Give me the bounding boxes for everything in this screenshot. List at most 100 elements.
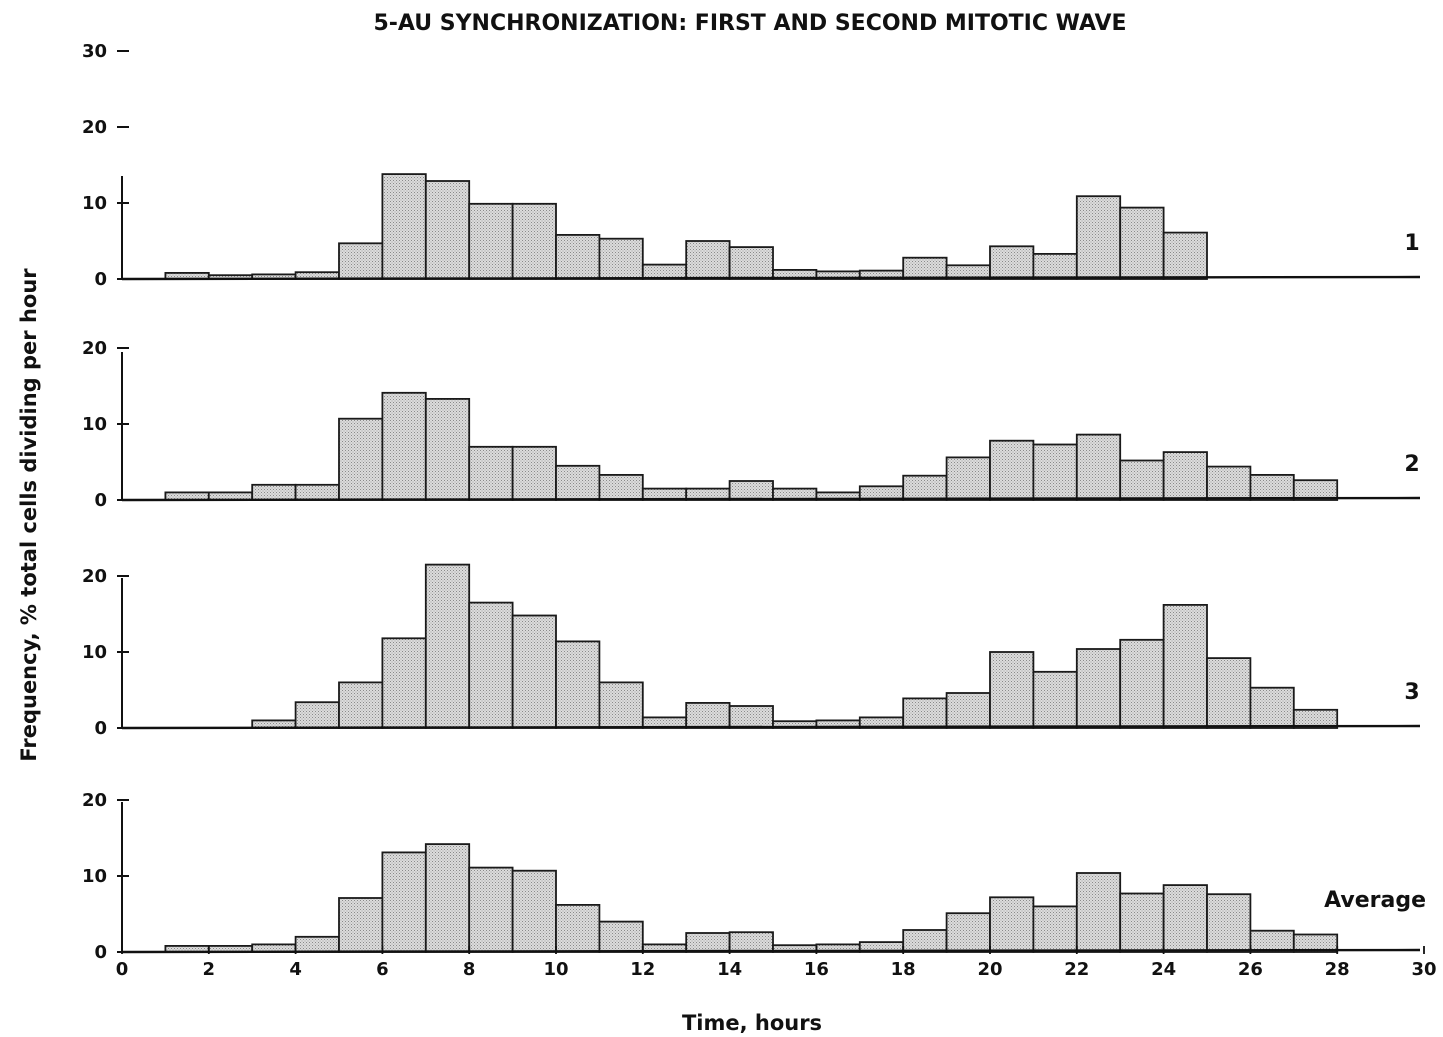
histogram-bar bbox=[730, 706, 773, 728]
histogram-bar bbox=[382, 393, 425, 500]
histogram-bar bbox=[947, 693, 990, 728]
histogram-bar bbox=[1033, 906, 1076, 952]
y-tick-label: 0 bbox=[94, 718, 107, 739]
histogram-bar bbox=[1207, 467, 1250, 500]
x-tick-label: 26 bbox=[1238, 959, 1263, 980]
histogram-bar bbox=[469, 868, 512, 952]
histogram-bar bbox=[947, 913, 990, 952]
histogram-bar bbox=[513, 204, 556, 279]
histogram-bar bbox=[947, 457, 990, 500]
histogram-bar bbox=[426, 399, 469, 500]
x-tick-label: 20 bbox=[977, 959, 1002, 980]
histogram-bar bbox=[1077, 649, 1120, 728]
x-axis-title: Time, hours bbox=[682, 1011, 822, 1035]
histogram-bar bbox=[903, 476, 946, 500]
histogram-bar bbox=[599, 475, 642, 500]
y-tick-label: 10 bbox=[82, 866, 107, 887]
histogram-bar bbox=[903, 698, 946, 728]
histogram-bar bbox=[382, 852, 425, 952]
histogram-bar bbox=[556, 905, 599, 952]
histogram-bar bbox=[1250, 931, 1293, 952]
histogram-bar bbox=[1077, 196, 1120, 279]
histogram-bar bbox=[513, 616, 556, 729]
x-tick-label: 0 bbox=[116, 959, 129, 980]
histogram-bar bbox=[1120, 640, 1163, 728]
y-tick-label: 10 bbox=[82, 642, 107, 663]
x-tick-label: 8 bbox=[463, 959, 476, 980]
x-tick-label: 14 bbox=[717, 959, 742, 980]
histogram-bar bbox=[1207, 894, 1250, 952]
histogram-bar bbox=[1033, 445, 1076, 501]
y-tick-label: 10 bbox=[82, 193, 107, 214]
histogram-bar bbox=[513, 871, 556, 952]
histogram-bar bbox=[686, 703, 729, 728]
histogram-bar bbox=[296, 702, 339, 728]
histogram-bar bbox=[730, 247, 773, 279]
histogram-bar bbox=[599, 922, 642, 952]
panel-label: 2 bbox=[1404, 452, 1419, 477]
histogram-bar bbox=[730, 481, 773, 500]
histogram-bar bbox=[599, 239, 642, 279]
histogram-bar bbox=[643, 265, 686, 279]
x-tick-label: 6 bbox=[376, 959, 389, 980]
histogram-bar bbox=[990, 441, 1033, 500]
panel-2: 0 10 20 2 bbox=[82, 338, 1420, 511]
histogram-bar bbox=[1164, 233, 1207, 279]
histogram-bar bbox=[1250, 475, 1293, 500]
histogram-bar bbox=[1077, 435, 1120, 500]
y-tick-label: 20 bbox=[82, 790, 107, 811]
histogram-bar bbox=[1207, 658, 1250, 728]
histogram-bar bbox=[339, 243, 382, 279]
y-tick-label: 0 bbox=[94, 269, 107, 290]
histogram-bar bbox=[1120, 894, 1163, 953]
histogram-bar bbox=[556, 235, 599, 279]
histogram-bar bbox=[1164, 885, 1207, 952]
histogram-bar bbox=[426, 844, 469, 952]
panel-1: 0 10 20 30 1 bbox=[82, 41, 1420, 290]
panel-4: 0 10 20 Average bbox=[82, 790, 1426, 963]
histogram-bar bbox=[252, 485, 295, 500]
histogram-bar bbox=[469, 447, 512, 500]
histogram-bar bbox=[426, 565, 469, 728]
histogram-bar bbox=[339, 419, 382, 500]
histogram-bar bbox=[1164, 605, 1207, 728]
histogram-bar bbox=[686, 241, 729, 279]
histogram-bar bbox=[426, 181, 469, 279]
histogram-bar bbox=[469, 204, 512, 279]
chart-title: 5-AU SYNCHRONIZATION: FIRST AND SECOND M… bbox=[373, 11, 1126, 36]
histogram-bar bbox=[513, 447, 556, 500]
histogram-bar bbox=[1120, 208, 1163, 279]
x-tick-label: 18 bbox=[891, 959, 916, 980]
histogram-bar bbox=[556, 641, 599, 728]
histogram-bar bbox=[990, 897, 1033, 952]
x-tick-label: 30 bbox=[1411, 959, 1436, 980]
y-tick-label: 20 bbox=[82, 566, 107, 587]
histogram-bar bbox=[990, 246, 1033, 279]
y-tick-label: 20 bbox=[82, 117, 107, 138]
histogram-bar bbox=[903, 258, 946, 279]
histogram-bar bbox=[990, 652, 1033, 728]
y-axis-title: Frequency, % total cells dividing per ho… bbox=[17, 268, 41, 762]
panel-label: 3 bbox=[1404, 680, 1419, 705]
histogram-bar bbox=[296, 485, 339, 500]
histogram-bar bbox=[1120, 461, 1163, 501]
histogram-bar bbox=[339, 898, 382, 952]
histogram-bar bbox=[1077, 873, 1120, 952]
x-tick-label: 24 bbox=[1151, 959, 1176, 980]
histogram-bar bbox=[1164, 452, 1207, 500]
histogram-bar bbox=[1250, 688, 1293, 728]
x-tick-label: 22 bbox=[1064, 959, 1089, 980]
x-tick-label: 4 bbox=[289, 959, 302, 980]
histogram-bar bbox=[903, 930, 946, 952]
panel-label: 1 bbox=[1404, 231, 1419, 256]
y-tick-label: 0 bbox=[94, 490, 107, 511]
panel-3: 0 10 20 3 bbox=[82, 565, 1420, 739]
x-tick-label: 12 bbox=[630, 959, 655, 980]
histogram-bar bbox=[382, 638, 425, 728]
x-tick-label: 16 bbox=[804, 959, 829, 980]
histogram-bar bbox=[1033, 254, 1076, 279]
x-tick-label: 2 bbox=[203, 959, 216, 980]
histogram-bar bbox=[296, 937, 339, 952]
histogram-bar bbox=[686, 933, 729, 952]
